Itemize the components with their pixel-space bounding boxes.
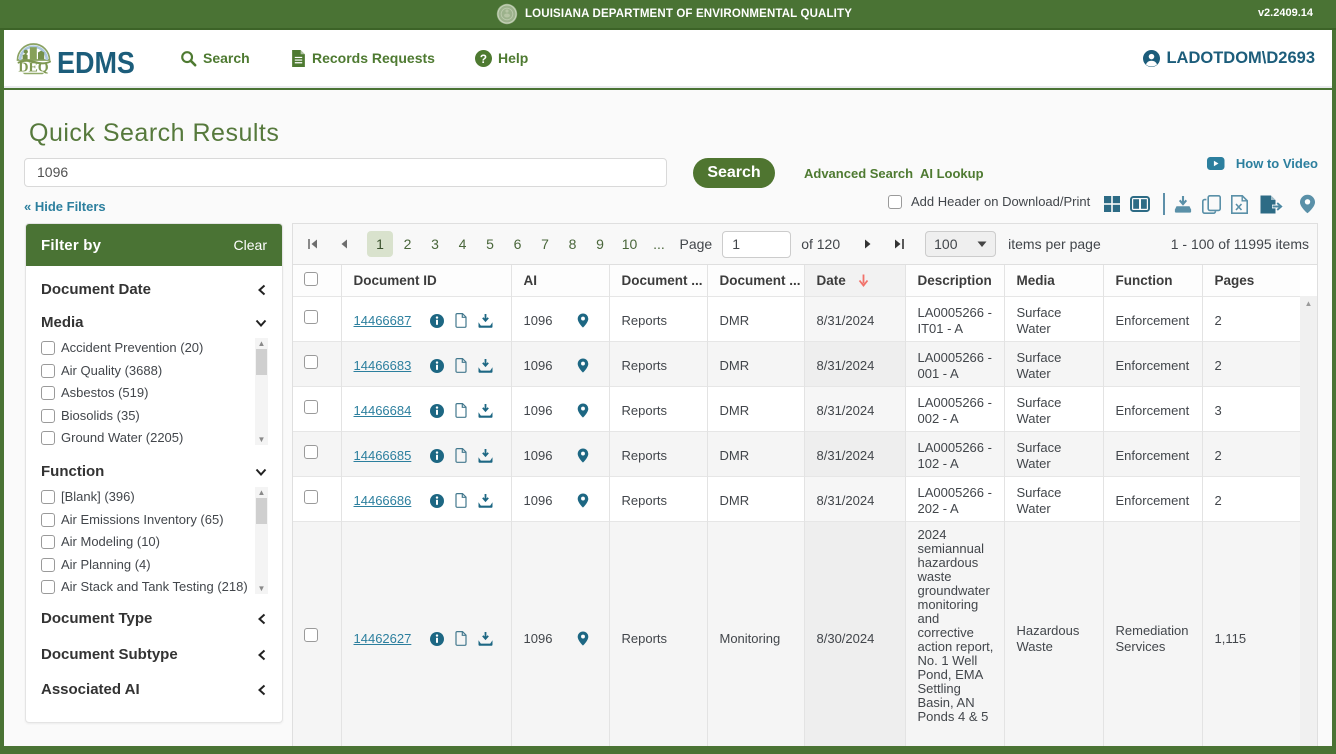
svg-text:DEQ: DEQ: [18, 61, 48, 76]
svg-text:?: ?: [480, 52, 487, 65]
